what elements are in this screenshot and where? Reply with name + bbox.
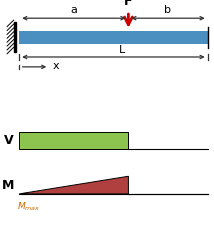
Text: a: a	[70, 5, 77, 15]
Text: M: M	[2, 179, 15, 192]
Polygon shape	[19, 176, 128, 194]
Bar	[14, 22, 16, 52]
Text: F: F	[124, 0, 133, 8]
Bar	[19, 31, 208, 44]
Text: b: b	[165, 5, 171, 15]
Polygon shape	[19, 132, 128, 149]
Text: x: x	[52, 61, 59, 71]
Text: V: V	[4, 134, 13, 147]
Text: $M_{max}$: $M_{max}$	[17, 200, 41, 213]
Text: L: L	[119, 45, 125, 55]
